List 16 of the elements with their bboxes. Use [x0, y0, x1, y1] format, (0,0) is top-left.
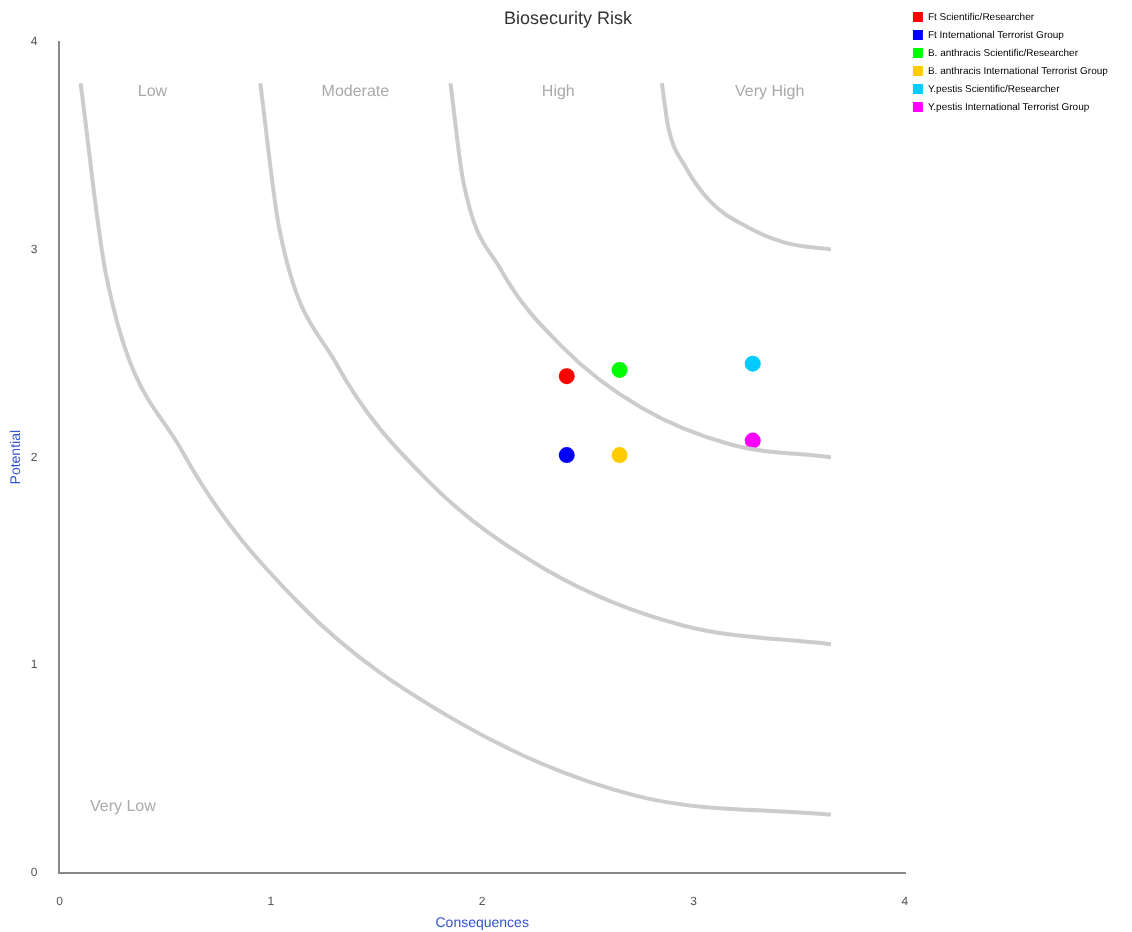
point	[558, 368, 575, 385]
line-series	[448, 81, 833, 460]
point	[744, 432, 761, 449]
line-series	[659, 81, 833, 252]
point	[744, 355, 761, 372]
annotation: High	[541, 81, 575, 100]
annotation: Low	[137, 81, 168, 100]
annotation: Very Low	[89, 796, 157, 815]
point	[611, 361, 628, 378]
annotation: Moderate	[321, 81, 391, 100]
annotation: Very High	[734, 81, 805, 100]
line-series	[258, 81, 833, 647]
chart-title: Biosecurity Risk	[503, 7, 634, 28]
point	[611, 447, 628, 464]
point	[558, 447, 575, 464]
line-series	[78, 81, 833, 817]
